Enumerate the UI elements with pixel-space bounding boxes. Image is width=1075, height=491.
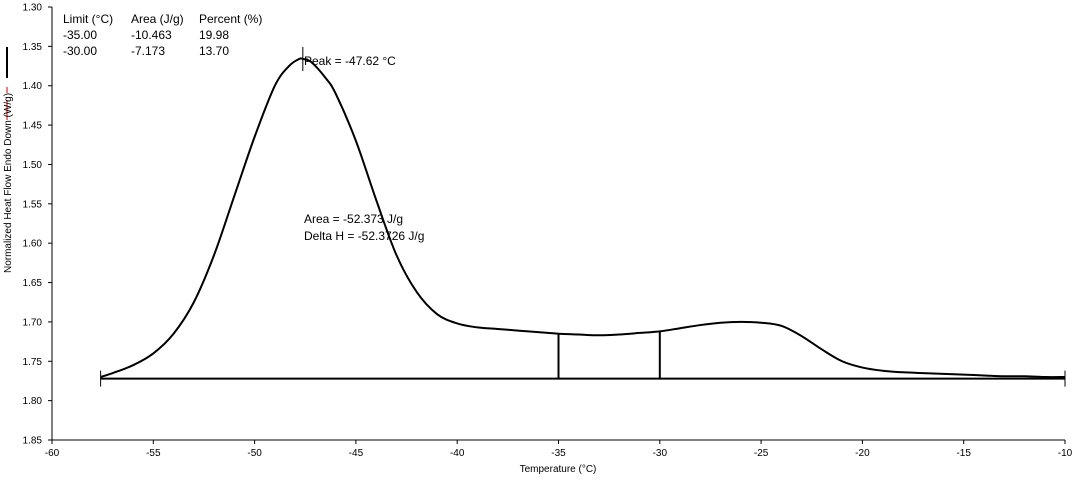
table-row-1-percent: 19.98	[199, 28, 229, 42]
y-ticks: 1.30 1.35 1.40 1.45 1.50 1.55 1.60 1.65 1.70 1.75…	[23, 3, 52, 447]
y-tick-label: 1.55	[23, 199, 43, 210]
peak-annotation: Peak = -47.62 °C	[304, 54, 396, 68]
y-tick-label: 1.30	[23, 3, 43, 14]
x-tick-label: -55	[146, 448, 161, 459]
y-tick-label: 1.75	[23, 357, 43, 368]
table-row-2-area: -7.173	[131, 44, 165, 58]
y-tick-label: 1.85	[23, 436, 43, 447]
delta-h-annotation: Delta H = -52.3726 J/g	[304, 229, 424, 243]
x-tick-label: -30	[653, 448, 668, 459]
table-row-1-area: -10.463	[131, 28, 172, 42]
x-tick-label: -60	[45, 448, 60, 459]
x-tick-label: -20	[855, 448, 870, 459]
table-row-2-limit: -30.00	[63, 44, 97, 58]
x-ticks: -60 -55 -50 -45 -40 -35 -30 -25 -20 -15 -10	[45, 440, 1073, 459]
x-tick-label: -45	[349, 448, 364, 459]
table-row-2-percent: 13.70	[199, 44, 229, 58]
y-tick-label: 1.70	[23, 317, 43, 328]
x-tick-label: -10	[1058, 448, 1073, 459]
baseline-group	[100, 370, 1066, 387]
peak-marker	[297, 46, 308, 71]
y-tick-label: 1.40	[23, 81, 43, 92]
x-tick-label: -40	[450, 448, 465, 459]
y-axis-title: Normalized Heat Flow Endo Down (W/g)	[3, 93, 14, 273]
y-tick-label: 1.80	[23, 396, 43, 407]
table-header-area: Area (J/g)	[131, 12, 184, 26]
area-annotation: Area = -52.373 J/g	[304, 212, 403, 226]
table-row-1-limit: -35.00	[63, 28, 97, 42]
x-tick-label: -25	[754, 448, 769, 459]
table-header-limit: Limit (°C)	[63, 12, 113, 26]
x-tick-label: -15	[956, 448, 971, 459]
y-tick-label: 1.60	[23, 239, 43, 250]
x-axis-title: Temperature (°C)	[520, 464, 597, 475]
y-tick-label: 1.45	[23, 121, 43, 132]
limit-lines	[557, 331, 661, 379]
y-tick-label: 1.50	[23, 160, 43, 171]
x-tick-label: -35	[551, 448, 566, 459]
x-tick-label: -50	[247, 448, 262, 459]
y-tick-label: 1.35	[23, 42, 43, 53]
heat-flow-curve	[100, 57, 1066, 379]
y-tick-label: 1.65	[23, 278, 43, 289]
partial-area-table: Limit (°C) Area (J/g) Percent (%) -35.00…	[63, 12, 262, 58]
table-header-percent: Percent (%)	[199, 12, 262, 26]
